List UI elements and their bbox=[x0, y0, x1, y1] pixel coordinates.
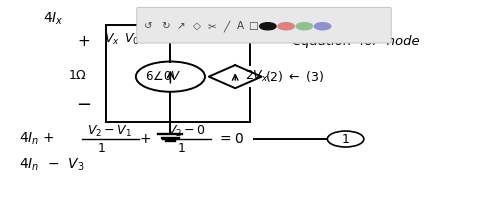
Text: $\leftarrow$ $(3)$: $\leftarrow$ $(3)$ bbox=[286, 69, 324, 84]
Text: ↺: ↺ bbox=[144, 21, 153, 31]
Text: te nodal: te nodal bbox=[305, 12, 359, 25]
Text: $+$: $+$ bbox=[139, 132, 152, 146]
Text: ◇: ◇ bbox=[193, 21, 201, 31]
Text: ╱: ╱ bbox=[223, 20, 230, 32]
Text: $4I_x$: $4I_x$ bbox=[43, 11, 64, 27]
Text: $= 0$: $= 0$ bbox=[217, 132, 244, 146]
FancyBboxPatch shape bbox=[137, 7, 391, 43]
Text: $V_2 - V_1$: $V_2 - V_1$ bbox=[87, 124, 132, 139]
Text: $V_2 - 0$: $V_2 - 0$ bbox=[167, 124, 206, 139]
Circle shape bbox=[278, 23, 294, 30]
Text: equation  for  node: equation for node bbox=[293, 35, 420, 49]
Text: ✂: ✂ bbox=[208, 21, 216, 31]
Circle shape bbox=[296, 23, 312, 30]
Text: $V_0$: $V_0$ bbox=[124, 32, 140, 47]
Text: ↻: ↻ bbox=[161, 21, 170, 31]
Text: A: A bbox=[237, 21, 243, 31]
Text: $1$: $1$ bbox=[177, 142, 185, 155]
Circle shape bbox=[260, 23, 276, 30]
Text: $2V_x$: $2V_x$ bbox=[245, 69, 268, 84]
Circle shape bbox=[314, 23, 331, 30]
Text: −: − bbox=[76, 96, 92, 114]
Text: ↗: ↗ bbox=[177, 21, 186, 31]
Text: $4I_n$ +: $4I_n$ + bbox=[19, 130, 55, 147]
Text: +: + bbox=[78, 34, 90, 50]
Text: $4I_n$  $-$  $V_3$: $4I_n$ $-$ $V_3$ bbox=[19, 157, 85, 173]
Text: $1\Omega$: $1\Omega$ bbox=[68, 69, 87, 82]
Text: $1$: $1$ bbox=[341, 133, 350, 146]
Text: $6\angle0V$: $6\angle0V$ bbox=[145, 70, 181, 83]
Text: $V_x$: $V_x$ bbox=[104, 32, 120, 47]
Text: $(2)$: $(2)$ bbox=[265, 69, 284, 84]
Text: $1$: $1$ bbox=[97, 142, 106, 155]
Text: □: □ bbox=[249, 21, 258, 31]
